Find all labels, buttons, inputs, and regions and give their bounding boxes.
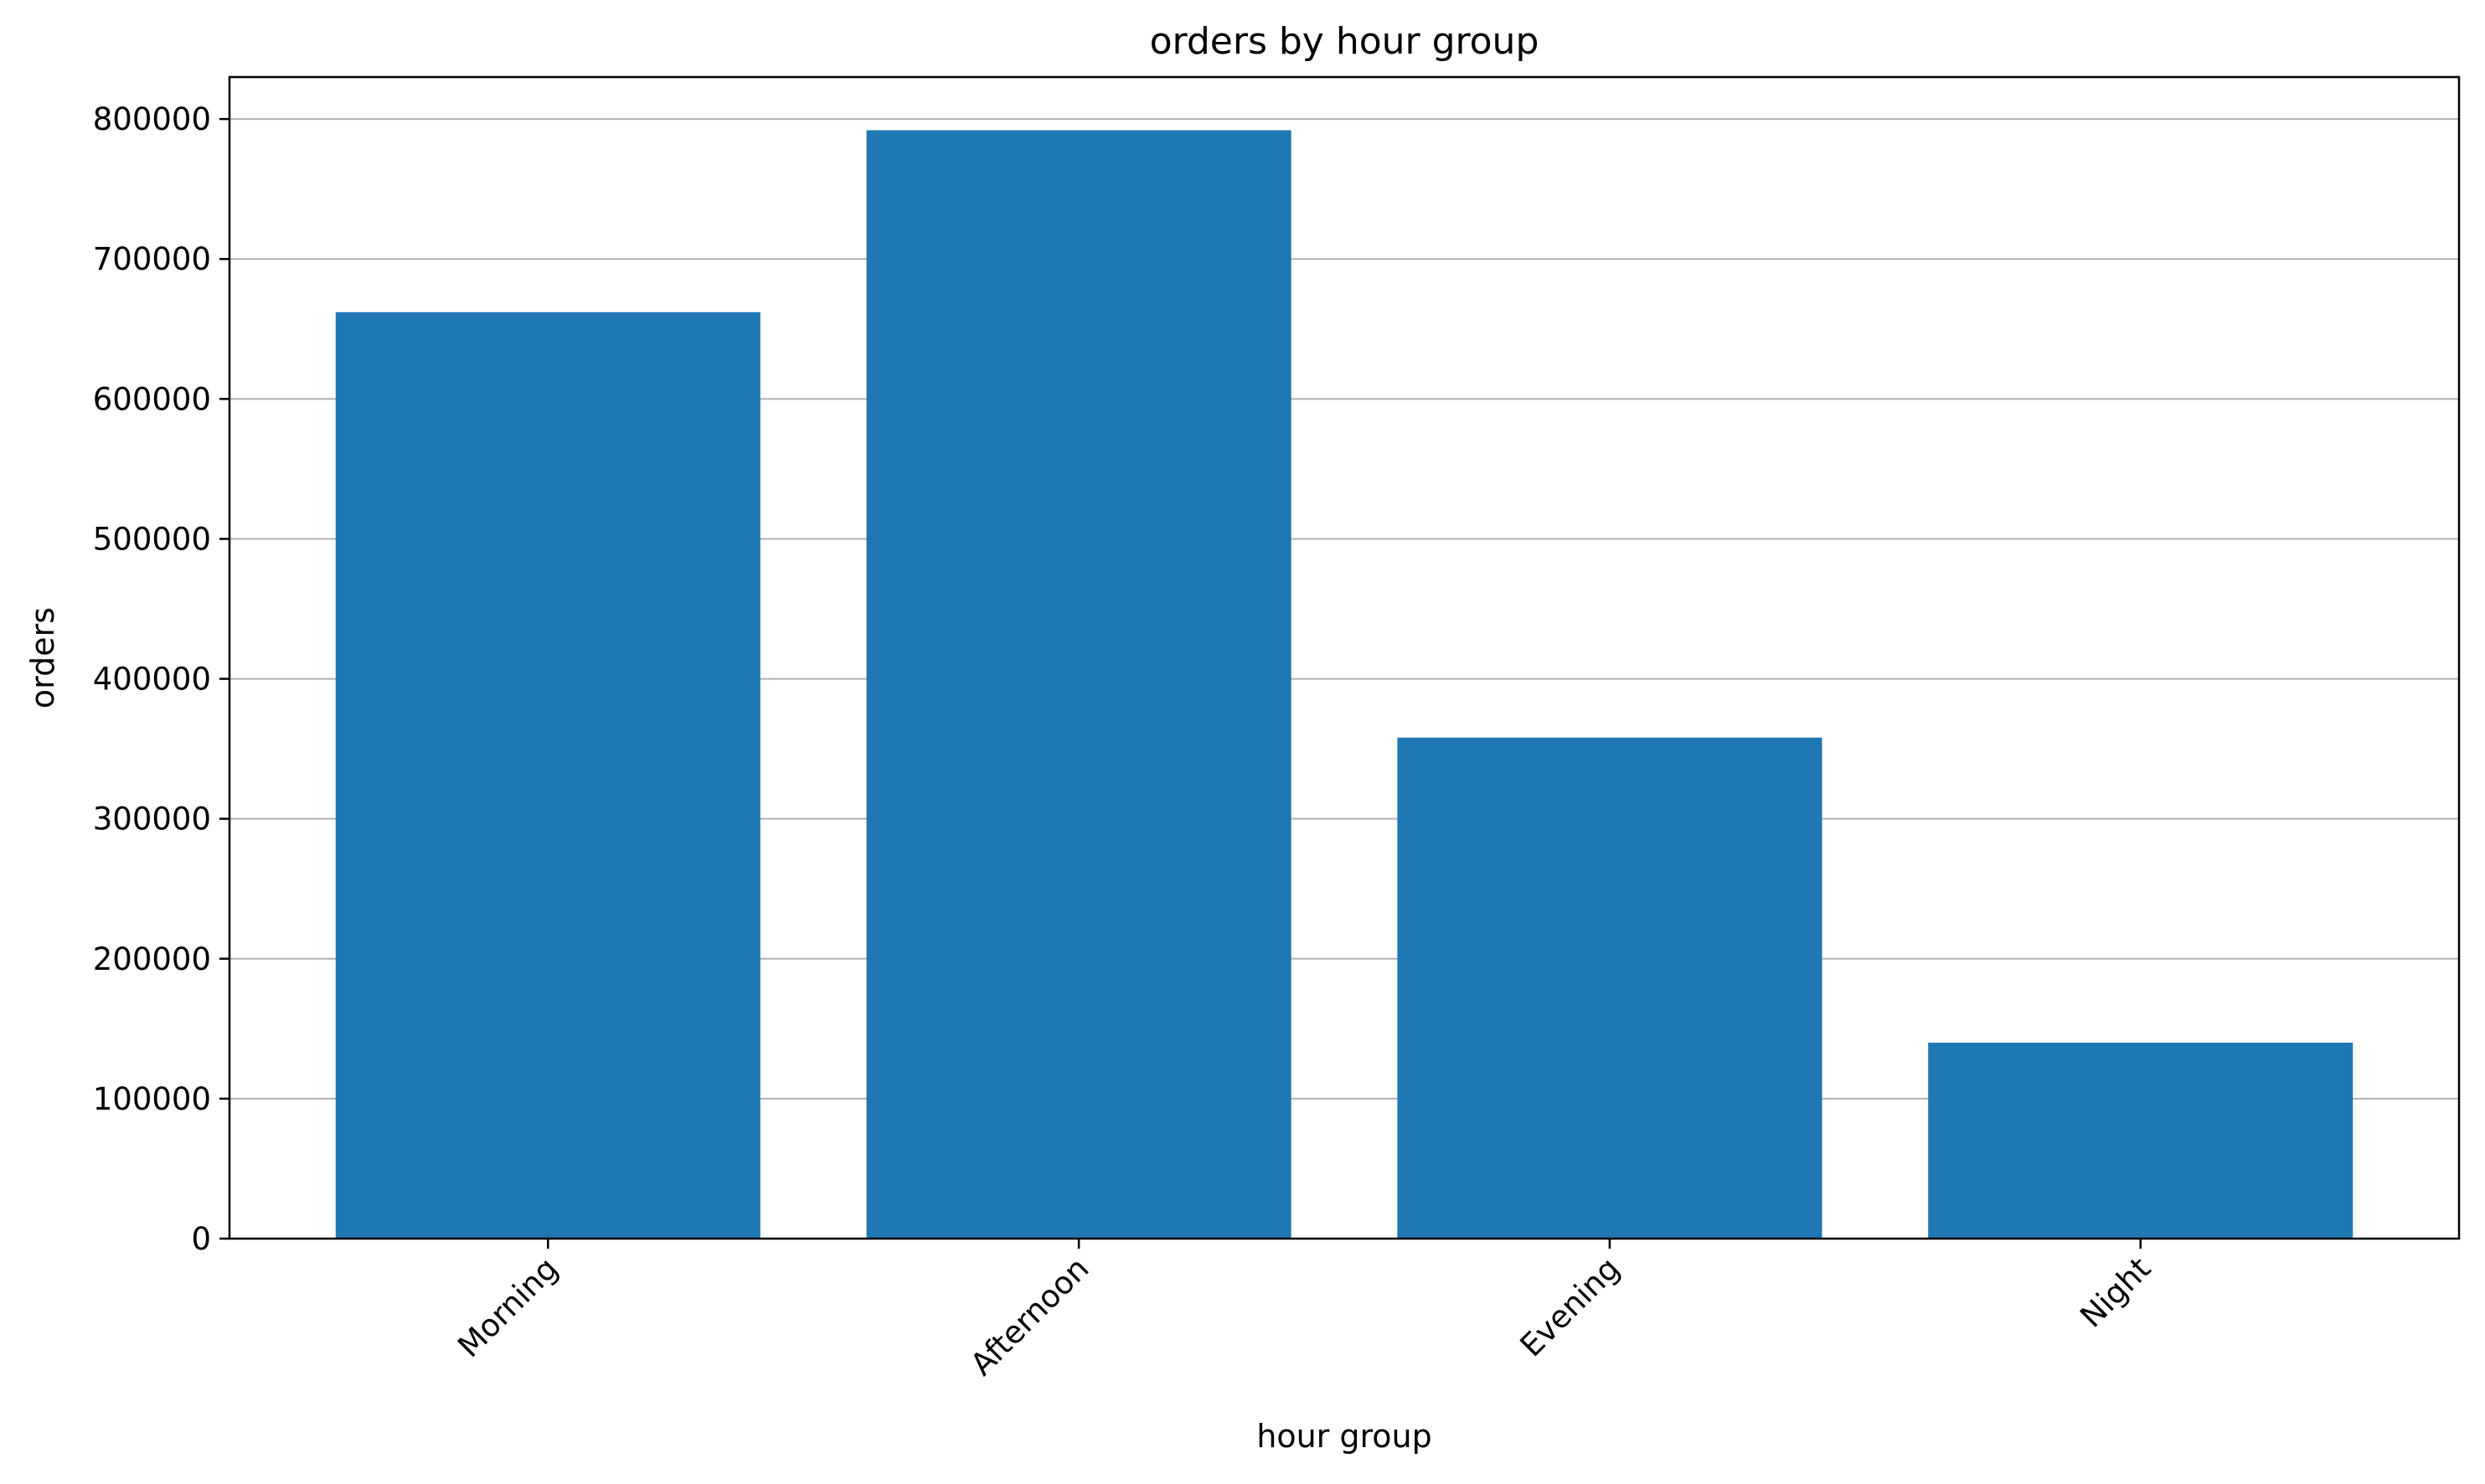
y-tick-label: 400000 <box>93 662 211 698</box>
y-axis-label: orders <box>24 607 61 709</box>
x-axis-label: hour group <box>1256 1418 1431 1455</box>
y-tick-label: 500000 <box>93 521 211 557</box>
y-axis-ticks: 0 100000 200000 300000 400000 500000 600000 700… <box>93 101 229 1257</box>
y-tick-label: 300000 <box>93 801 211 837</box>
chart-title: orders by hour group <box>1150 20 1539 63</box>
bar-night <box>1928 1043 2354 1239</box>
bar-afternoon <box>866 130 1291 1239</box>
plot-frame <box>228 75 2461 1240</box>
y-tick-label: 100000 <box>93 1081 211 1117</box>
y-tick-label: 800000 <box>93 101 211 137</box>
bar-morning <box>335 312 760 1239</box>
y-tick-label: 200000 <box>93 941 211 977</box>
y-tick-label: 600000 <box>93 381 211 417</box>
y-tick-label: 700000 <box>93 241 211 277</box>
y-tick-label: 0 <box>191 1221 211 1257</box>
bars <box>335 130 2354 1239</box>
bar-evening <box>1397 737 1823 1239</box>
